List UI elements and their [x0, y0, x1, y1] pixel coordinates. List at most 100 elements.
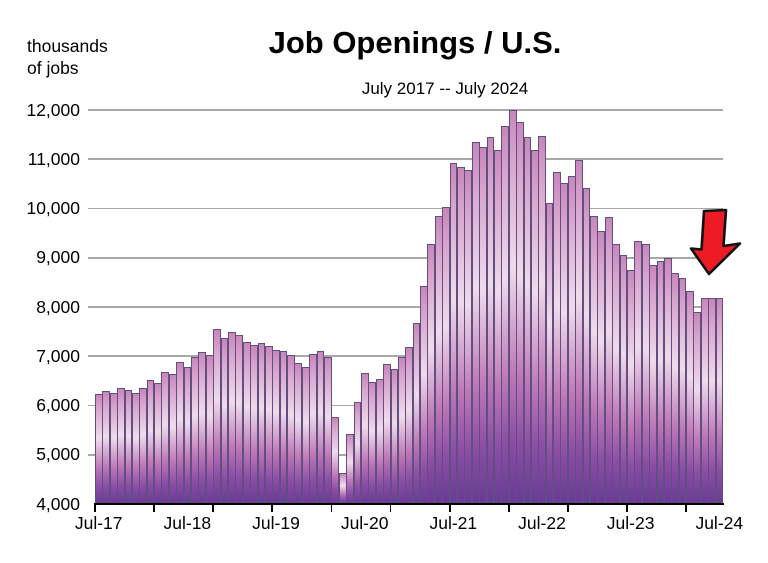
y-axis-tick-label: 9,000: [36, 247, 80, 268]
chart-bar: [471, 142, 480, 504]
chart-bar: [242, 342, 251, 504]
chart-bar: [124, 390, 133, 504]
red-down-arrow-icon: [689, 208, 742, 276]
chart-bar: [146, 380, 155, 504]
chart-bar: [213, 328, 221, 504]
chart-bar: [309, 353, 318, 504]
y-axis-tick-label: 4,000: [36, 493, 80, 514]
y-axis-tick-label: 6,000: [36, 395, 80, 415]
chart-bar: [634, 241, 643, 504]
chart-bar: [656, 261, 665, 504]
y-axis-tick-label: 7,000: [36, 345, 80, 366]
chart-bar: [538, 136, 547, 504]
chart-bar: [560, 183, 569, 504]
x-axis-tick-label: Jul-17: [74, 513, 123, 533]
chart-bar: [191, 357, 199, 504]
chart-bar: [353, 402, 362, 504]
chart-bar: [604, 216, 613, 504]
x-axis-tick: [685, 505, 687, 512]
chart-bar: [183, 366, 192, 504]
chart-bar: [287, 354, 295, 504]
chart-bar: [567, 176, 576, 504]
chart-bar: [434, 216, 443, 504]
chart-bar: [375, 378, 384, 504]
x-axis-tick: [94, 505, 96, 512]
chart-bar: [102, 390, 111, 504]
chart-bar: [420, 286, 428, 504]
chart-bar: [235, 335, 244, 504]
x-axis-tick: [389, 505, 392, 512]
chart-bar: [139, 387, 148, 504]
chart-bar: [708, 298, 716, 504]
chart-bar: [612, 244, 620, 504]
x-axis-tick-label: Jul-18: [163, 513, 212, 533]
chart-bar: [641, 244, 650, 504]
x-axis-tick-label: Jul-22: [518, 513, 566, 533]
chart-bar: [250, 344, 258, 504]
chart-bar: [109, 392, 118, 504]
gridline: [88, 109, 723, 111]
chart-bar: [671, 272, 680, 504]
x-axis-tick: [330, 505, 333, 512]
chart-bar: [272, 350, 281, 504]
gridline: [88, 158, 723, 161]
chart-bar: [154, 382, 162, 504]
chart-bar: [95, 393, 103, 504]
y-axis-tick-label: 12,000: [26, 99, 80, 120]
y-axis-tick-label: 8,000: [36, 296, 80, 317]
y-axis-tick-label: 5,000: [36, 444, 80, 465]
y-axis-unit-line2: of jobs: [27, 57, 79, 78]
x-axis-tick: [566, 505, 569, 512]
chart-bar: [530, 149, 539, 504]
chart-bar: [346, 433, 354, 504]
gridline: [88, 207, 723, 210]
x-axis-tick-label: Jul-19: [252, 513, 300, 533]
chart-bar: [590, 216, 598, 504]
gridline: [88, 306, 723, 308]
x-axis-tick: [507, 505, 510, 512]
chart-bar: [360, 372, 369, 504]
chart-bar: [449, 163, 458, 504]
chart-bar: [279, 350, 288, 504]
chart-bar: [131, 392, 140, 504]
chart-bar: [412, 322, 421, 504]
chart-bar: [553, 171, 561, 504]
chart-bar: [464, 170, 473, 504]
chart-title: Job Openings / U.S.: [268, 25, 562, 60]
chart-bar: [486, 136, 495, 504]
chart-bar: [331, 417, 340, 504]
chart-bar: [161, 372, 170, 504]
chart-bar: [324, 356, 332, 504]
chart-bar: [198, 351, 207, 504]
x-axis-tick-label: Jul-20: [340, 513, 389, 533]
chart-bar: [427, 244, 436, 504]
chart-bar: [368, 382, 377, 504]
chart-bar: [383, 364, 391, 504]
chart-bar: [168, 374, 177, 504]
chart-bar: [405, 347, 414, 504]
y-axis-unit-line1: thousands: [27, 36, 108, 56]
chart-bar: [508, 110, 517, 504]
x-axis-tick-label: Jul-21: [429, 513, 478, 533]
y-axis-unit-label: thousands of jobs: [27, 36, 108, 79]
chart-bar: [715, 298, 724, 504]
chart-bar: [516, 121, 524, 504]
chart-bar: [117, 388, 125, 504]
chart-bar: [257, 343, 266, 504]
chart-bar: [545, 203, 554, 504]
chart-bar: [220, 337, 229, 504]
x-axis-tick: [626, 505, 628, 512]
x-axis-tick: [448, 505, 451, 512]
x-axis-tick: [153, 505, 155, 512]
chart-bar: [493, 149, 502, 504]
chart-subtitle: July 2017 -- July 2024: [361, 79, 529, 98]
chart-bar: [501, 126, 510, 504]
chart-bar: [523, 136, 532, 504]
chart-bar: [700, 298, 709, 504]
chart-bar: [316, 351, 325, 504]
chart-bar: [649, 264, 657, 504]
chart-bar: [294, 363, 303, 504]
chart-bar: [619, 255, 628, 504]
chart-bar: [227, 331, 236, 504]
